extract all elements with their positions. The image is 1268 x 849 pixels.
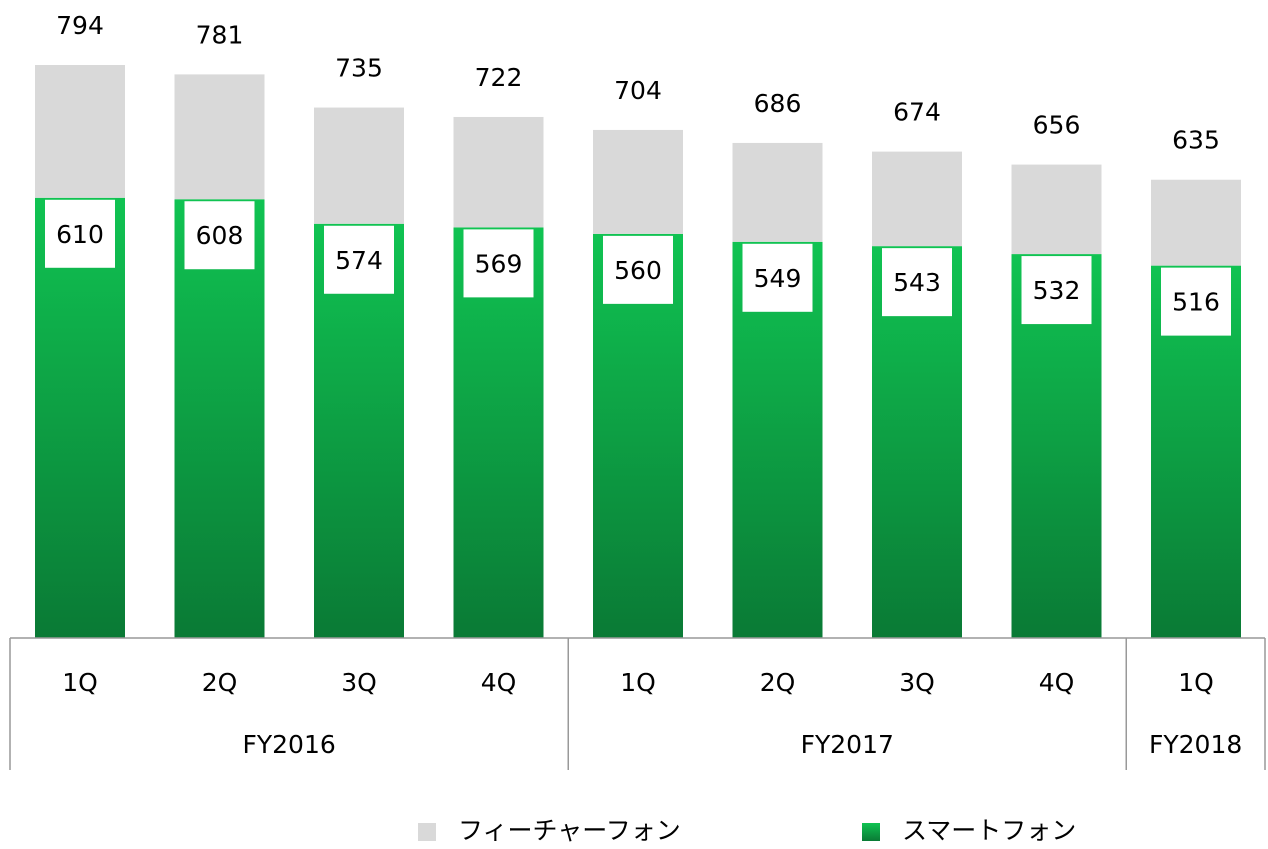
value-label: 569 <box>475 249 523 278</box>
value-label: 532 <box>1033 276 1081 305</box>
value-label-box <box>603 235 673 304</box>
total-label: 794 <box>56 11 104 40</box>
x-tick-label: 2Q <box>202 668 238 697</box>
group-label: FY2018 <box>1149 730 1242 759</box>
value-label: 560 <box>614 256 662 285</box>
total-label: 656 <box>1033 111 1081 140</box>
bar-segment <box>593 129 683 234</box>
total-label: 635 <box>1172 126 1220 155</box>
x-tick-label: 3Q <box>899 668 935 697</box>
value-label-box <box>882 248 952 317</box>
x-tick-label: 4Q <box>1039 668 1075 697</box>
bar-segment <box>174 74 265 200</box>
value-label-box <box>463 229 534 298</box>
bar-segment <box>35 197 125 638</box>
bar-segment <box>174 199 265 638</box>
group-label: FY2016 <box>242 730 335 759</box>
x-tick-label: 4Q <box>481 668 517 697</box>
total-label: 722 <box>475 63 523 92</box>
value-label-box <box>184 201 255 270</box>
value-label-box <box>742 243 813 312</box>
value-label-box <box>1021 256 1092 325</box>
total-label: 735 <box>335 54 383 83</box>
x-tick-label: 2Q <box>760 668 796 697</box>
bar-segment <box>872 151 962 247</box>
value-label-box <box>45 199 115 268</box>
total-label: 781 <box>196 20 244 49</box>
bar-segment <box>732 142 823 242</box>
legend-label: スマートフォン <box>902 816 1076 845</box>
value-label: 549 <box>754 264 802 293</box>
bar-segment <box>1151 179 1241 266</box>
bar-segment <box>1011 164 1102 255</box>
value-label-box <box>324 225 394 294</box>
value-label: 574 <box>335 246 383 275</box>
value-label: 608 <box>196 221 244 250</box>
value-label-box <box>1161 267 1231 336</box>
value-label: 543 <box>893 268 941 297</box>
x-tick-label: 3Q <box>341 668 377 697</box>
group-label: FY2017 <box>801 730 894 759</box>
x-tick-label: 1Q <box>620 668 656 697</box>
bar-segment <box>35 65 125 198</box>
total-label: 686 <box>754 89 802 118</box>
total-label: 704 <box>614 76 662 105</box>
legend-swatch <box>862 823 880 841</box>
bar-segment <box>453 116 544 228</box>
value-label: 610 <box>56 220 104 249</box>
legend-swatch <box>418 823 436 841</box>
x-tick-label: 1Q <box>1178 668 1214 697</box>
value-label: 516 <box>1172 288 1220 317</box>
legend-label: フィーチャーフォン <box>458 816 681 845</box>
bar-segment <box>314 107 404 224</box>
x-tick-label: 1Q <box>62 668 98 697</box>
total-label: 674 <box>893 98 941 127</box>
